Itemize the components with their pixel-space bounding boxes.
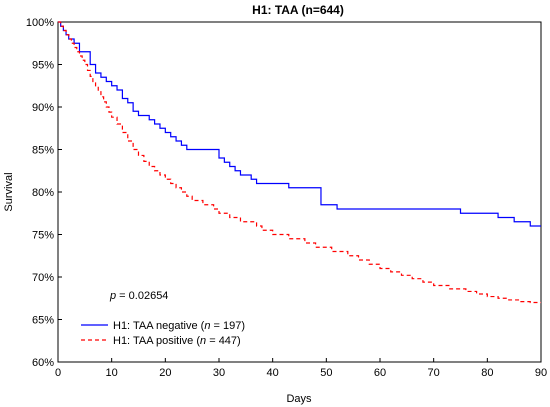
x-axis-ticks: 0 10 20 30 40 50 60 70 80 90	[55, 358, 547, 379]
p-value-annotation: p = 0.02654	[109, 290, 168, 302]
legend-label-negative-count: = 197)	[210, 320, 245, 332]
legend-label-negative-main: H1: TAA negative (	[113, 320, 205, 332]
x-tick-label: 0	[55, 367, 61, 379]
y-tick-label: 70%	[32, 272, 54, 284]
legend-label-positive-count: = 447)	[206, 335, 241, 347]
y-tick-label: 65%	[32, 315, 54, 327]
x-axis-label: Days	[286, 393, 312, 405]
y-axis-ticks: 60% 65% 70% 75% 80% 85% 90% 95% 100%	[26, 17, 62, 369]
x-tick-label: 70	[428, 367, 440, 379]
x-tick-label: 80	[481, 367, 493, 379]
series-line-negative	[58, 21, 541, 227]
y-tick-label: 90%	[32, 102, 54, 114]
y-tick-label: 85%	[32, 145, 54, 157]
series-line-positive	[58, 21, 541, 304]
legend-label-positive: H1: TAA positive (n = 447)	[113, 335, 241, 347]
legend-label-positive-main: H1: TAA positive (	[113, 335, 200, 347]
y-tick-label: 80%	[32, 187, 54, 199]
series-layer	[58, 21, 541, 304]
p-value-text: = 0.02654	[116, 290, 168, 302]
legend: H1: TAA negative (n = 197) H1: TAA posit…	[81, 320, 245, 347]
x-tick-label: 40	[267, 367, 279, 379]
legend-entry-negative: H1: TAA negative (n = 197)	[81, 320, 245, 332]
legend-label-negative-n: n	[204, 320, 210, 332]
x-tick-label: 60	[374, 367, 386, 379]
plot-frame	[57, 21, 542, 363]
y-tick-label: 95%	[32, 60, 54, 72]
x-tick-label: 50	[320, 367, 332, 379]
x-tick-label: 10	[106, 367, 118, 379]
y-tick-label: 60%	[32, 357, 54, 369]
y-tick-label: 75%	[32, 230, 54, 242]
y-axis-label: Survival	[3, 172, 15, 211]
x-tick-label: 30	[213, 367, 225, 379]
legend-label-negative: H1: TAA negative (n = 197)	[113, 320, 245, 332]
legend-entry-positive: H1: TAA positive (n = 447)	[81, 335, 241, 347]
p-value-symbol: p	[109, 290, 116, 302]
chart-title: H1: TAA (n=644)	[252, 3, 344, 17]
y-tick-label: 100%	[26, 17, 54, 29]
x-tick-label: 90	[535, 367, 547, 379]
x-tick-label: 20	[159, 367, 171, 379]
legend-label-positive-n: n	[200, 335, 206, 347]
